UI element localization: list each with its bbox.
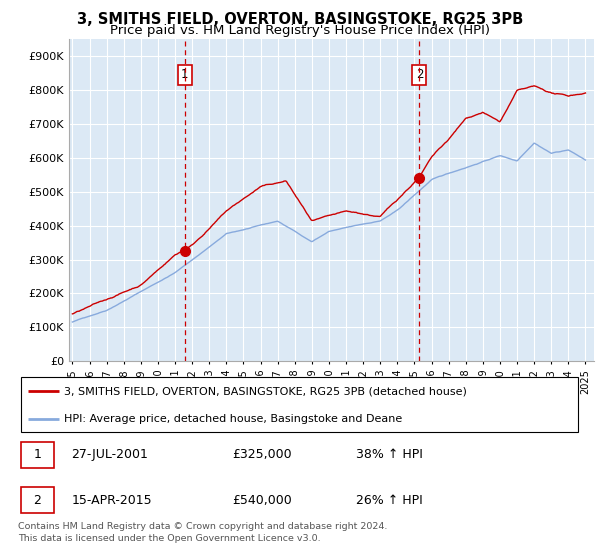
Text: Contains HM Land Registry data © Crown copyright and database right 2024.
This d: Contains HM Land Registry data © Crown c… [18,522,388,543]
Text: 27-JUL-2001: 27-JUL-2001 [71,448,148,461]
Text: 1: 1 [181,68,188,81]
Text: 3, SMITHS FIELD, OVERTON, BASINGSTOKE, RG25 3PB (detached house): 3, SMITHS FIELD, OVERTON, BASINGSTOKE, R… [64,386,467,396]
FancyBboxPatch shape [21,487,53,513]
Text: 2: 2 [416,68,423,81]
Text: 26% ↑ HPI: 26% ↑ HPI [356,493,423,507]
Text: 2: 2 [33,493,41,507]
Text: 38% ↑ HPI: 38% ↑ HPI [356,448,423,461]
Text: 1: 1 [33,448,41,461]
Text: 15-APR-2015: 15-APR-2015 [71,493,152,507]
Text: 3, SMITHS FIELD, OVERTON, BASINGSTOKE, RG25 3PB: 3, SMITHS FIELD, OVERTON, BASINGSTOKE, R… [77,12,523,27]
Text: £325,000: £325,000 [232,448,292,461]
Text: HPI: Average price, detached house, Basingstoke and Deane: HPI: Average price, detached house, Basi… [64,414,403,424]
FancyBboxPatch shape [21,442,53,468]
Text: Price paid vs. HM Land Registry's House Price Index (HPI): Price paid vs. HM Land Registry's House … [110,24,490,36]
FancyBboxPatch shape [21,377,578,432]
Text: £540,000: £540,000 [232,493,292,507]
